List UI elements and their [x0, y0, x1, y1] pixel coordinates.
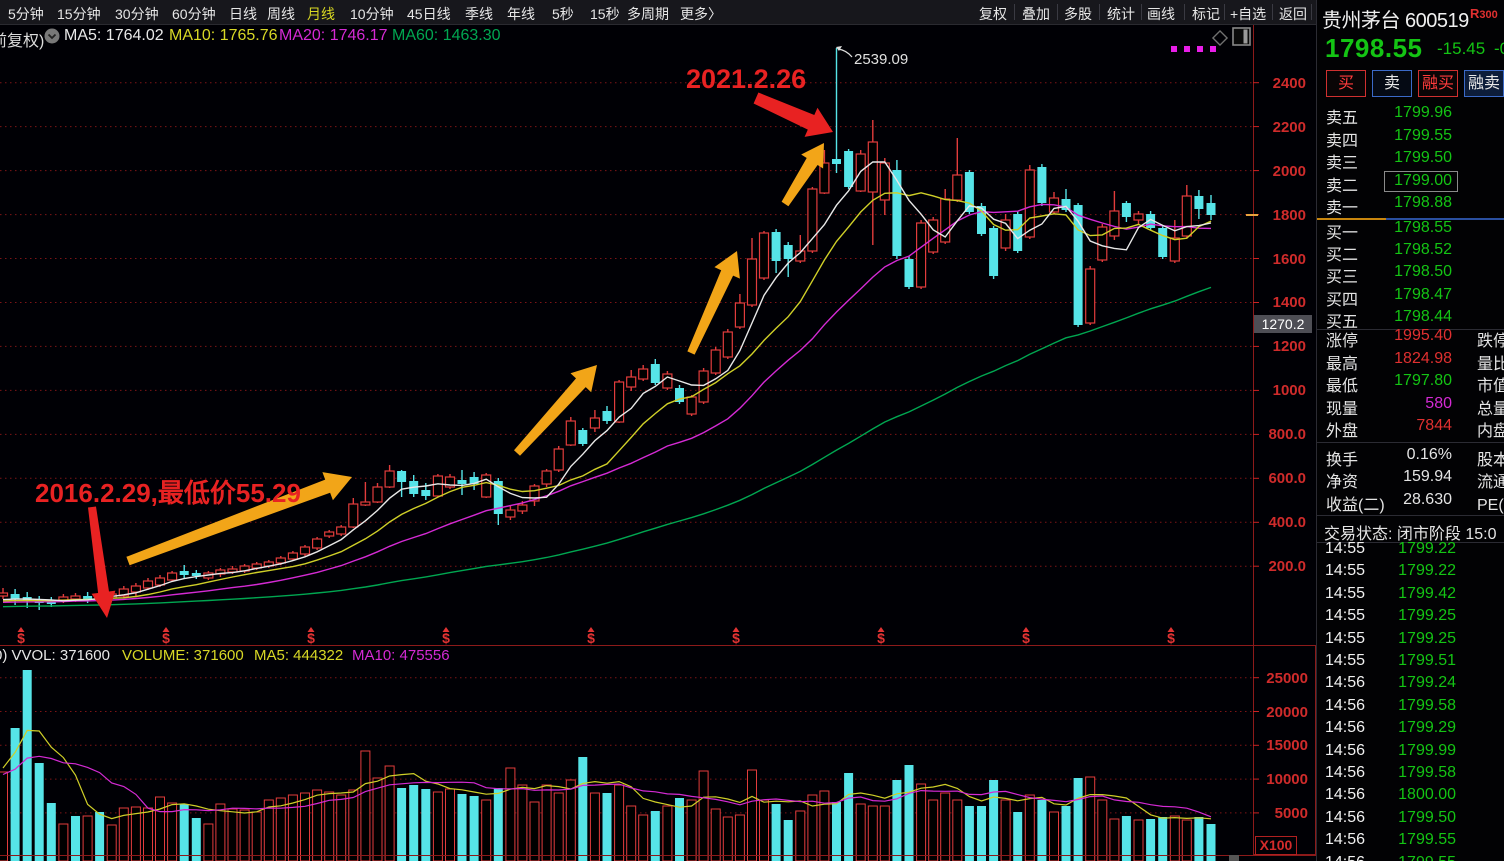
svg-text:$: $	[877, 630, 885, 646]
svg-text:$: $	[587, 630, 595, 646]
svg-text:$: $	[17, 630, 25, 646]
svg-text:$: $	[162, 630, 170, 646]
svg-text:$: $	[307, 630, 315, 646]
svg-text:$: $	[442, 630, 450, 646]
svg-text:$: $	[732, 630, 740, 646]
svg-text:$: $	[1167, 630, 1175, 646]
svg-text:$: $	[1022, 630, 1030, 646]
